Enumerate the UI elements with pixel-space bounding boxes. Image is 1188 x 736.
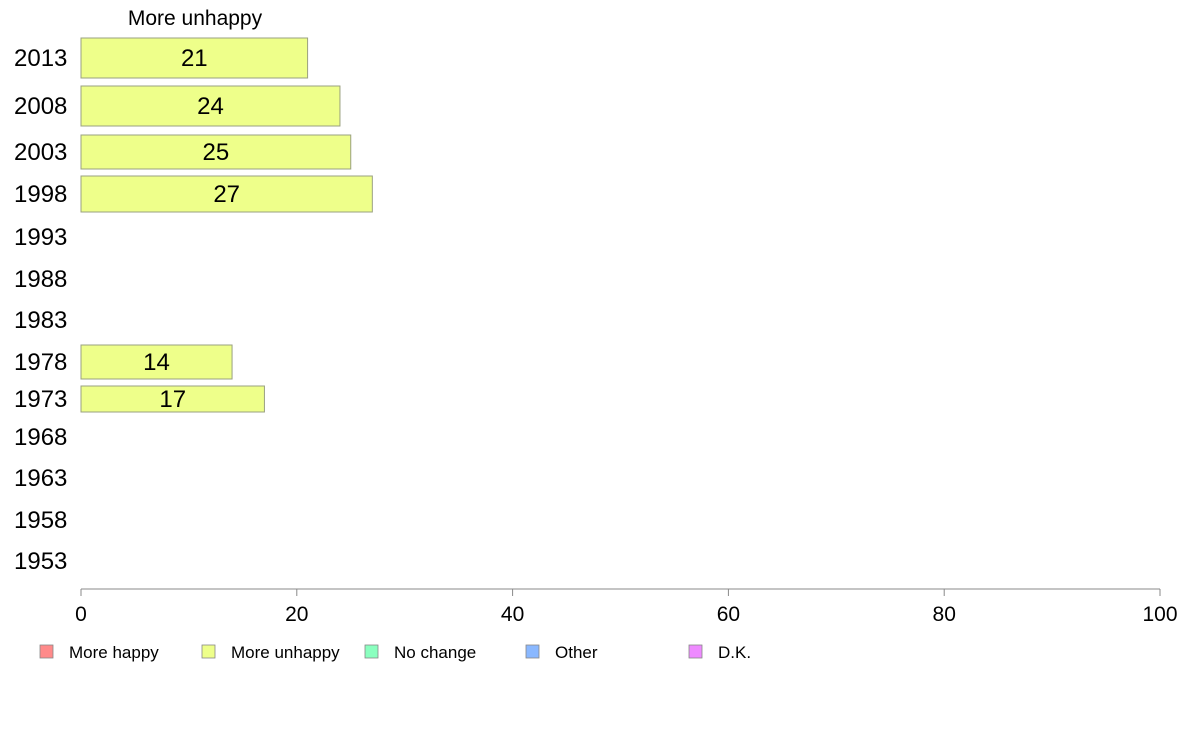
x-tick-label: 100 [1142, 603, 1177, 626]
legend-label: Other [555, 643, 598, 662]
legend-swatch [201, 644, 216, 659]
bar-value-label: 27 [213, 181, 240, 208]
bar [80, 37, 309, 79]
legend-swatch [688, 644, 703, 659]
legend-label: More unhappy [231, 643, 340, 662]
bars: 21 24 25 27 14 17 [80, 37, 373, 413]
x-tick-label: 60 [717, 603, 740, 626]
bar-value-label: 17 [159, 386, 186, 413]
bar-value-label: 21 [181, 45, 208, 72]
series-title: More unhappy [128, 7, 263, 30]
x-tick-label: 80 [933, 603, 956, 626]
year-label: 1968 [14, 424, 67, 451]
bar [80, 134, 352, 170]
x-tick-label: 0 [75, 603, 87, 626]
year-label: 1998 [14, 181, 67, 208]
x-tick-label: 20 [285, 603, 308, 626]
year-label: 2003 [14, 139, 67, 166]
legend-label: No change [394, 643, 476, 662]
year-label: 1993 [14, 224, 67, 251]
year-label: 2008 [14, 93, 67, 120]
bar [80, 385, 265, 413]
legend-label: D.K. [718, 643, 751, 662]
bar-value-label: 24 [197, 93, 224, 120]
year-label: 1978 [14, 349, 67, 376]
bar [80, 175, 373, 213]
legend-swatch [39, 644, 54, 659]
bar [80, 85, 341, 127]
x-axis: 0 20 40 60 80 100 [75, 588, 1178, 626]
year-labels: 2013 2008 2003 1998 1993 1988 1983 1978 1973 1968… [14, 45, 67, 575]
bar-value-label: 14 [143, 349, 170, 376]
x-tick-label: 40 [501, 603, 524, 626]
year-label: 1953 [14, 548, 67, 575]
legend: More happy More unhappy No change Other D.K. [39, 643, 751, 662]
bar [80, 344, 233, 380]
legend-swatch [364, 644, 379, 659]
legend-label: More happy [69, 643, 159, 662]
year-label: 1963 [14, 465, 67, 492]
legend-swatch [525, 644, 540, 659]
year-label: 1983 [14, 307, 67, 334]
year-label: 1988 [14, 266, 67, 293]
bar-value-label: 25 [203, 139, 230, 166]
year-label: 2013 [14, 45, 67, 72]
year-label: 1973 [14, 386, 67, 413]
year-label: 1958 [14, 507, 67, 534]
